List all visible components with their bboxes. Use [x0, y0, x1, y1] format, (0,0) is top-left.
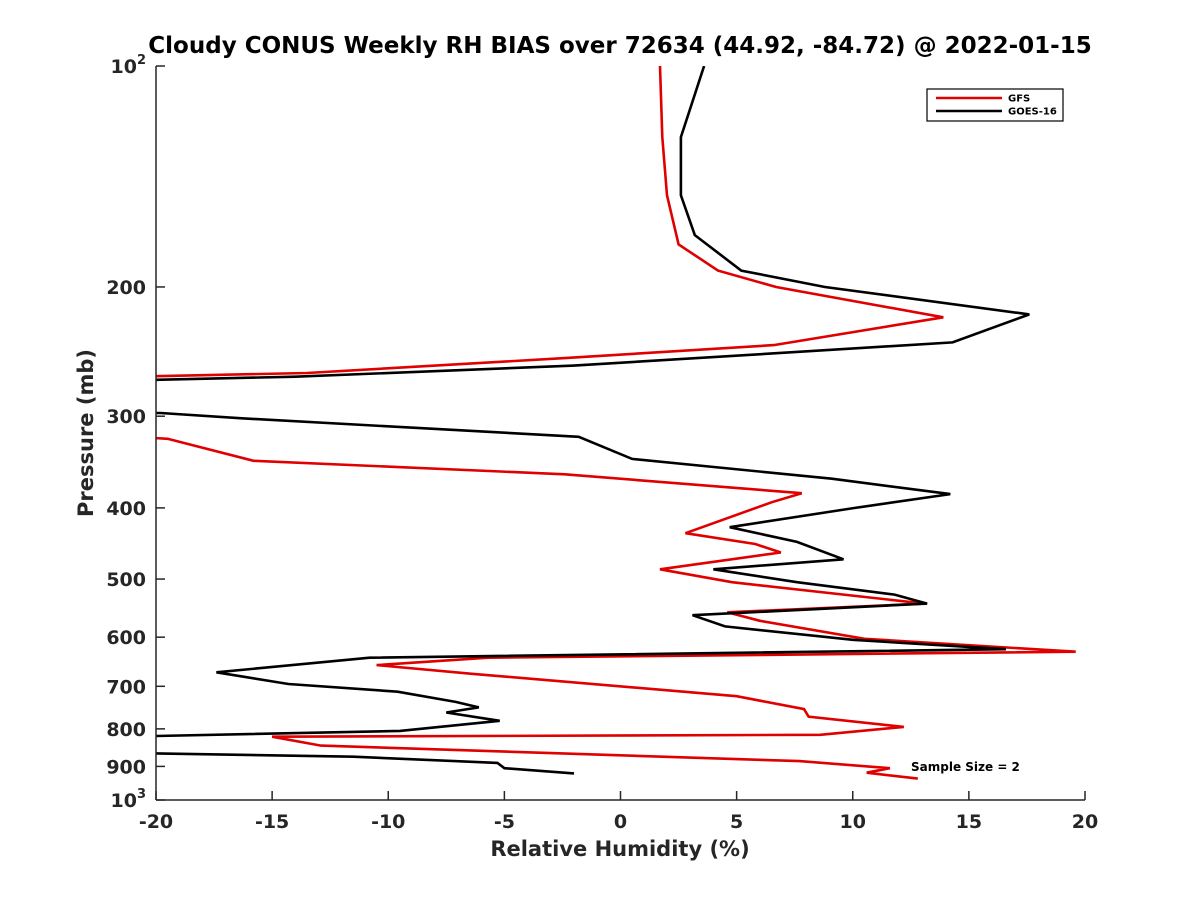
- legend-box: [926, 88, 1064, 122]
- y-tick-label-base: 500: [106, 569, 146, 591]
- y-tick-label-base: 600: [106, 627, 146, 649]
- legend: GFS GOES-16: [926, 88, 1064, 122]
- x-tick-label: 10: [840, 811, 866, 833]
- y-tick-label: 700: [106, 676, 146, 698]
- y-tick-label-exponent: 3: [137, 787, 146, 802]
- legend-label-goes-16: GOES-16: [1008, 107, 1057, 118]
- x-tick-label: -20: [139, 811, 173, 833]
- x-axis-ticks: -20 -15 -10 -5 0 5 10 15 20: [139, 791, 1098, 833]
- y-tick-label-base: 400: [106, 498, 146, 520]
- y-tick-label: 103: [111, 787, 147, 812]
- y-tick-label-base: 200: [106, 277, 146, 299]
- y-tick-label: 800: [106, 719, 146, 741]
- y-tick-label: 900: [106, 756, 146, 778]
- chart-title: Cloudy CONUS Weekly RH BIAS over 72634 (…: [148, 33, 1091, 59]
- y-tick-label-base: 10: [111, 790, 137, 812]
- y-axis-label: Pressure (mb): [74, 349, 98, 517]
- y-tick-label: 300: [106, 406, 146, 428]
- x-tick-label: 20: [1072, 811, 1098, 833]
- y-tick-label-base: 700: [106, 676, 146, 698]
- x-tick-label: 5: [730, 811, 743, 833]
- x-axis-label: Relative Humidity (%): [490, 837, 749, 861]
- series-line-gfs: [156, 66, 1076, 780]
- series-line-goes-16: [156, 66, 1030, 775]
- y-tick-label-base: 900: [106, 756, 146, 778]
- y-tick-label-base: 800: [106, 719, 146, 741]
- series-layer: [156, 66, 1076, 780]
- y-tick-label-exponent: 2: [137, 53, 146, 68]
- y-tick-label: 400: [106, 498, 146, 520]
- x-tick-label: -10: [371, 811, 405, 833]
- y-tick-label-base: 10: [111, 56, 137, 78]
- x-tick-label: 0: [614, 811, 627, 833]
- y-tick-label: 102: [111, 53, 147, 78]
- y-tick-label: 200: [106, 277, 146, 299]
- legend-label-gfs: GFS: [1008, 94, 1030, 105]
- y-tick-label-base: 300: [106, 406, 146, 428]
- y-tick-label: 600: [106, 627, 146, 649]
- x-tick-label: 15: [956, 811, 982, 833]
- x-tick-label: -5: [494, 811, 515, 833]
- y-tick-label: 500: [106, 569, 146, 591]
- x-tick-label: -15: [255, 811, 289, 833]
- sample-size-annotation: Sample Size = 2: [911, 760, 1020, 774]
